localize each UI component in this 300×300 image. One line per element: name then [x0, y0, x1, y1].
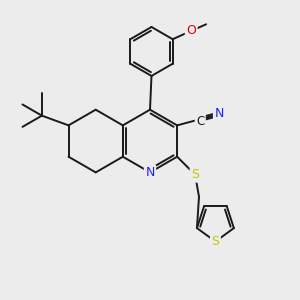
- Text: S: S: [212, 235, 219, 248]
- Text: N: N: [214, 107, 224, 120]
- Text: O: O: [186, 24, 196, 38]
- Text: N: N: [145, 166, 155, 179]
- Text: C: C: [196, 116, 204, 128]
- Text: S: S: [191, 168, 199, 181]
